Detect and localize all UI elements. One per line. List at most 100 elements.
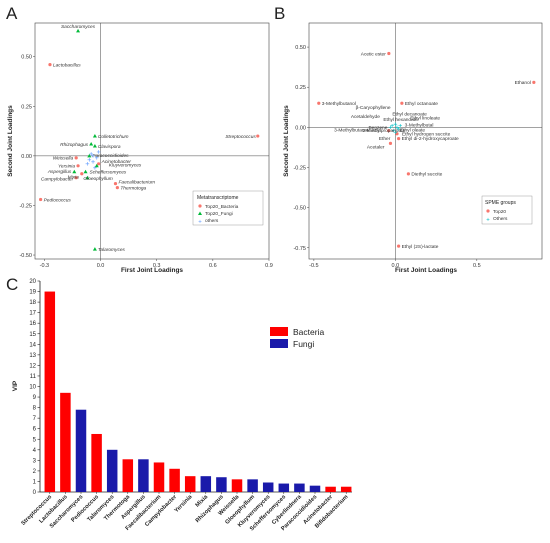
panel-c-legend-swatch-fungi — [270, 339, 288, 348]
panel-a-point-bacteria — [113, 182, 118, 186]
panel-c-bar-acinetobacter — [325, 486, 336, 492]
panel-b-points: Acetic ester Ethanol 3-Methylbutanol Ethyl … — [317, 51, 536, 250]
panel-c-bar-cyberlindnera — [294, 483, 305, 492]
panel-a-point-fungi — [92, 247, 97, 251]
panel-a-legend-others: others — [205, 218, 219, 224]
panel-a-point-label: Lactobacillus — [53, 62, 81, 68]
panel-a-point-others — [91, 160, 95, 164]
panel-b-point-top20 — [395, 132, 399, 136]
panel-b-ytick-label: 0.00 — [295, 125, 306, 131]
panel-c-bar-faecalibacterium — [153, 462, 165, 492]
panel-c-legend-bacteria: Bacteria — [293, 327, 324, 337]
panel-c-bar-mixia — [200, 476, 212, 492]
panel-a-point-bacteria — [39, 197, 43, 202]
panel-b-point-others — [396, 127, 401, 131]
panel-a-point-label: Campylobacter — [41, 177, 74, 183]
panel-b-point-top20 — [406, 172, 410, 176]
panel-b-point-top20 — [387, 51, 391, 56]
panel-c-ytick-label: 12 — [29, 363, 36, 369]
panel-b-point-label: 3-Methylbutanoic acid — [334, 128, 381, 134]
panel-b-zero-lines — [309, 23, 542, 259]
panel-b-point-top20 — [532, 80, 536, 85]
panel-a-point-bacteria — [256, 134, 260, 138]
panel-c-bar-bifidobacterium — [340, 486, 352, 492]
panel-b-annotation-label: Ethyl decanoate — [392, 112, 427, 118]
panel-b-ytick-label: -0.50 — [293, 206, 306, 212]
panel-a-point-label: Saccharomyces — [61, 24, 96, 30]
panel-b-point-label: Ethyl octanoate — [405, 101, 438, 107]
panel-a-point-others — [85, 162, 90, 166]
panel-a-legend-bacteria: Top20_Bacteria — [205, 204, 239, 210]
panel-a-point-bacteria — [97, 162, 101, 166]
panel-a-ytick-label: -0.25 — [19, 203, 32, 209]
panel-b-xlabel: First Joint Loadings — [395, 267, 457, 274]
panel-b-point-others — [395, 125, 399, 130]
panel-c-ytick-label: 7 — [33, 416, 37, 422]
panel-b-legend-others: Others — [493, 216, 508, 222]
panel-a-point-label: Gloeophyllum — [83, 176, 112, 182]
panel-b-point-top20 — [397, 136, 401, 141]
panel-b-point-label: 3-Methylbutanol — [322, 101, 356, 107]
panel-a-legend: Metatranscriptome Top20_Bacteria Top20_F… — [192, 190, 264, 226]
panel-b-legend: SPME groups Top20 + Others — [481, 195, 533, 225]
panel-c-ytick-label: 17 — [29, 311, 36, 317]
panel-a-point-label: Rhizophagus — [60, 142, 89, 148]
panel-a-point-label: Pediococcus — [44, 197, 72, 203]
panel-c-legend-fungi: Fungi — [293, 339, 314, 349]
panel-a-point-others — [89, 152, 93, 156]
panel-a-zero-lines — [35, 23, 269, 259]
panel-b-point-label: Diethyl succite — [411, 172, 442, 178]
panel-a-point-others — [96, 150, 101, 154]
panel-a-xlabel: First Joint Loadings — [121, 267, 183, 274]
panel-a-legend-title: Metatranscriptome — [197, 195, 239, 201]
panel-c-bar-talaromyces — [106, 449, 118, 492]
panel-b-point-label: Ethyl hydrogen succite — [402, 131, 451, 137]
panel-a-point-label: Scheffersomyces — [90, 170, 127, 176]
panel-c-ytick-label: 14 — [29, 342, 36, 348]
panel-a-point-label: Streptococcus — [225, 134, 256, 140]
panel-a-ytick-label: 0.00 — [21, 154, 32, 160]
panel-a-legend-marker-bacteria — [198, 204, 202, 208]
panel-b-annotation-label: Ethyl linoleate — [410, 116, 440, 122]
panel-b-annotation-label: Ethyl hexanoate — [383, 117, 418, 123]
panel-a-ticks: -0.3 0.0 0.3 0.6 0.9 0.50 0.25 0.00 -0.25 -0.50 — [19, 55, 272, 269]
panel-c-bar-scheffersomyces — [278, 483, 290, 492]
panel-b-point-top20 — [388, 141, 393, 146]
panel-b-point-label: Ethyl di-2-hydroxycaproate — [402, 136, 459, 142]
panel-c-category-labels: StreptococcusLactobacillusSaccharomycesP… — [20, 492, 350, 532]
panel-c-ytick-label: 19 — [29, 290, 36, 296]
panel-a-point-fungi — [76, 28, 81, 33]
panel-a-xtick-label: 0.0 — [97, 263, 105, 269]
panel-a-point-label: Thermotoga — [120, 185, 146, 191]
panel-a-point-others — [94, 156, 99, 160]
panel-a-xtick-label: -0.3 — [40, 263, 49, 269]
panel-b-point-others — [391, 128, 396, 133]
panel-a-scatter: -0.3 0.0 0.3 0.6 0.9 0.50 0.25 0.00 -0.25 -0.50 L… — [7, 22, 273, 274]
panel-b-ticks: -0.5 0.0 0.5 0.50 0.25 0.00 -0.25 -0.50 -0.75 — [293, 45, 480, 269]
panel-b-legend-box — [481, 195, 533, 225]
panel-c-ytick-label: 18 — [29, 300, 36, 306]
panel-c-ytick-label: 6 — [33, 427, 37, 433]
panel-a-point-bacteria — [48, 63, 52, 67]
panel-c-legend: Bacteria Fungi — [270, 327, 324, 349]
panel-a-point-label: Acinetobacter — [101, 159, 132, 165]
panel-b-ytick-label: -0.75 — [293, 246, 306, 252]
panel-c-ytick-label: 15 — [29, 332, 36, 338]
panel-a-point-fungi — [92, 143, 97, 148]
panel-a-point-fungi — [83, 169, 88, 174]
panel-a-point-fungi — [72, 169, 77, 174]
panel-a-legend-box — [192, 190, 264, 226]
panel-a-point-label: Paracoccidioides — [92, 153, 129, 159]
panel-b-annotation-label: 2-Methylpropanoate — [362, 128, 405, 134]
panel-a-point-label: Weissella — [53, 156, 74, 162]
panel-a-point-fungi — [87, 153, 92, 158]
panel-c-bar-kluyveromyces — [262, 482, 274, 492]
panel-c-bar-gloeophyllum — [247, 479, 258, 492]
panel-b-point-others — [393, 130, 398, 134]
panel-b-point-label: Acetic ester — [361, 51, 386, 57]
panel-b-ytick-label: 0.50 — [295, 45, 306, 51]
panel-a-point-others — [91, 154, 95, 158]
panel-a-point-bacteria — [76, 164, 80, 168]
